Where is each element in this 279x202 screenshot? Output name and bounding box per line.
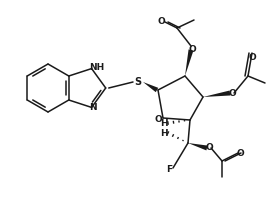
Text: O: O [188,44,196,54]
Text: H: H [160,119,168,127]
Text: H: H [160,128,168,138]
Text: S: S [134,77,141,87]
Text: O: O [228,89,236,99]
Text: O: O [236,149,244,159]
Text: O: O [154,116,162,124]
Polygon shape [185,49,193,76]
Text: O: O [205,143,213,153]
Polygon shape [203,90,230,97]
Text: NH: NH [89,63,104,72]
Text: F: F [166,165,172,175]
Polygon shape [143,82,158,92]
Text: N: N [89,103,97,113]
Text: O: O [248,53,256,61]
Text: O: O [157,18,165,26]
Polygon shape [188,143,208,150]
